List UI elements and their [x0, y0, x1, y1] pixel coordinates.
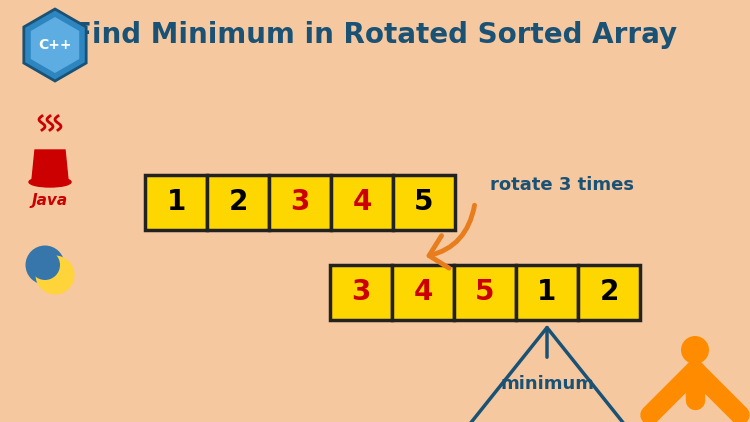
Bar: [145, 175, 207, 230]
Polygon shape: [31, 17, 80, 73]
Ellipse shape: [30, 250, 60, 280]
Text: 4: 4: [413, 279, 433, 306]
Text: 1: 1: [537, 279, 556, 306]
Text: 2: 2: [599, 279, 619, 306]
Bar: [330, 265, 392, 320]
Bar: [269, 175, 331, 230]
Polygon shape: [32, 150, 68, 180]
Text: 4: 4: [352, 189, 372, 216]
Text: rotate 3 times: rotate 3 times: [490, 176, 634, 194]
Circle shape: [681, 336, 709, 364]
Ellipse shape: [29, 177, 71, 187]
Text: 5: 5: [414, 189, 434, 216]
Bar: [392, 265, 454, 320]
Ellipse shape: [26, 246, 64, 284]
Text: 3: 3: [351, 279, 370, 306]
FancyArrowPatch shape: [429, 205, 475, 268]
Bar: [393, 175, 455, 230]
Bar: [207, 175, 269, 230]
Bar: [578, 265, 640, 320]
Text: minimum: minimum: [500, 375, 594, 393]
Polygon shape: [24, 9, 86, 81]
Text: 5: 5: [476, 279, 495, 306]
Text: 2: 2: [228, 189, 248, 216]
Text: Find Minimum in Rotated Sorted Array: Find Minimum in Rotated Sorted Array: [73, 21, 677, 49]
Ellipse shape: [35, 255, 74, 295]
Bar: [331, 175, 393, 230]
Bar: [454, 265, 516, 320]
Text: 3: 3: [290, 189, 310, 216]
Text: 1: 1: [166, 189, 186, 216]
Text: Java: Java: [32, 192, 68, 208]
Text: C++: C++: [38, 38, 72, 52]
Bar: [516, 265, 578, 320]
